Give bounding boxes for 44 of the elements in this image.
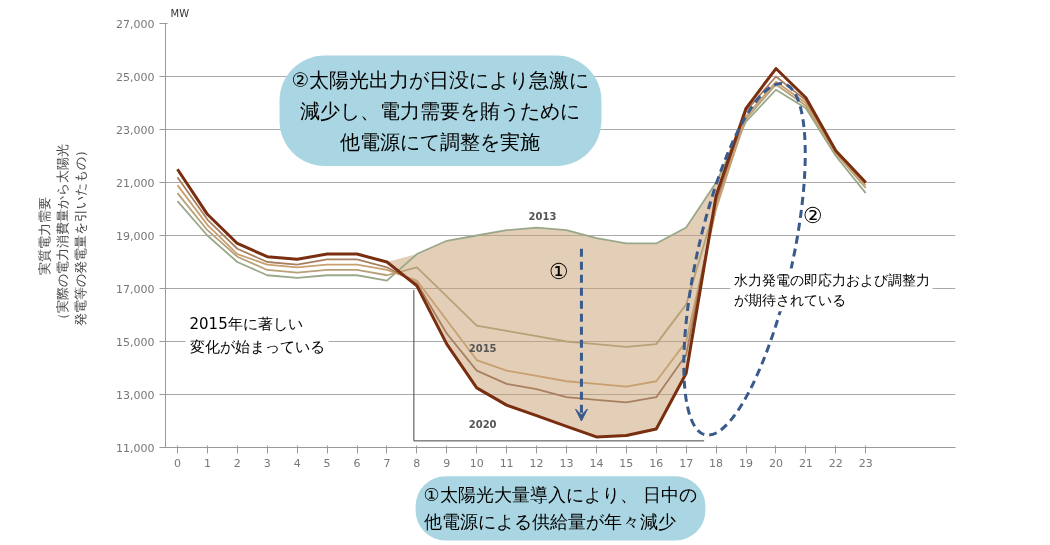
series-label: 2020 [468, 418, 497, 430]
annotation: 水力発電の即応力および調整力が期待されている [733, 271, 930, 309]
annotation: ② [802, 202, 823, 228]
x-tick-label: 19 [739, 456, 754, 470]
y-tick-label: 27,000 [116, 17, 155, 31]
x-tick-label: 14 [589, 456, 604, 470]
y-tick-label: 17,000 [116, 282, 155, 296]
x-tick-label: 4 [293, 456, 301, 470]
x-tick-label: 22 [828, 456, 843, 470]
y-tick-label: 19,000 [116, 229, 155, 243]
x-tick-label: 15 [619, 456, 634, 470]
text: ①太陽光大量導入により、 日中の他電源による供給量が年々減少 [423, 484, 698, 533]
y-tick-label: 13,000 [116, 388, 155, 402]
text: MW [170, 7, 190, 19]
annotation: 2015年に著しい変化が始まっている [189, 314, 325, 356]
x-tick-label: 6 [353, 456, 361, 470]
x-tick-label: 23 [858, 456, 873, 470]
x-tick-label: 2 [233, 456, 241, 470]
x-tick-label: 18 [709, 456, 724, 470]
y-tick-label: 11,000 [116, 441, 155, 455]
x-tick-label: 5 [323, 456, 331, 470]
x-tick-label: 7 [383, 456, 391, 470]
y-tick-label: 23,000 [116, 123, 155, 137]
y-tick-label: 21,000 [116, 176, 155, 190]
x-tick-label: 20 [768, 456, 783, 470]
y-tick-label: 15,000 [116, 335, 155, 349]
x-tick-label: 11 [499, 456, 514, 470]
x-tick-label: 1 [203, 456, 211, 470]
series-label: 2013 [528, 210, 557, 222]
series-label: 2015 [468, 343, 497, 355]
x-tick-label: 17 [679, 456, 694, 470]
x-tick-label: 13 [559, 456, 574, 470]
x-tick-label: 10 [469, 456, 484, 470]
x-tick-label: 8 [413, 456, 421, 470]
x-tick-label: 12 [529, 456, 544, 470]
x-tick-label: 3 [263, 456, 271, 470]
x-tick-label: 16 [649, 456, 664, 470]
y-axis-title: 実質電力需要（実際の電力消費量から太陽光発電等の発電量を引いたもの） [37, 144, 89, 327]
x-tick-label: 9 [443, 456, 451, 470]
x-tick-label: 21 [798, 456, 813, 470]
y-tick-label: 25,000 [116, 70, 155, 84]
annotation: ②太陽光出力が日没により急激に減少し、電力需要を賄うために他電源にて調整を実施 [291, 67, 590, 154]
annotation: ① [548, 258, 569, 284]
x-tick-label: 0 [173, 456, 181, 470]
